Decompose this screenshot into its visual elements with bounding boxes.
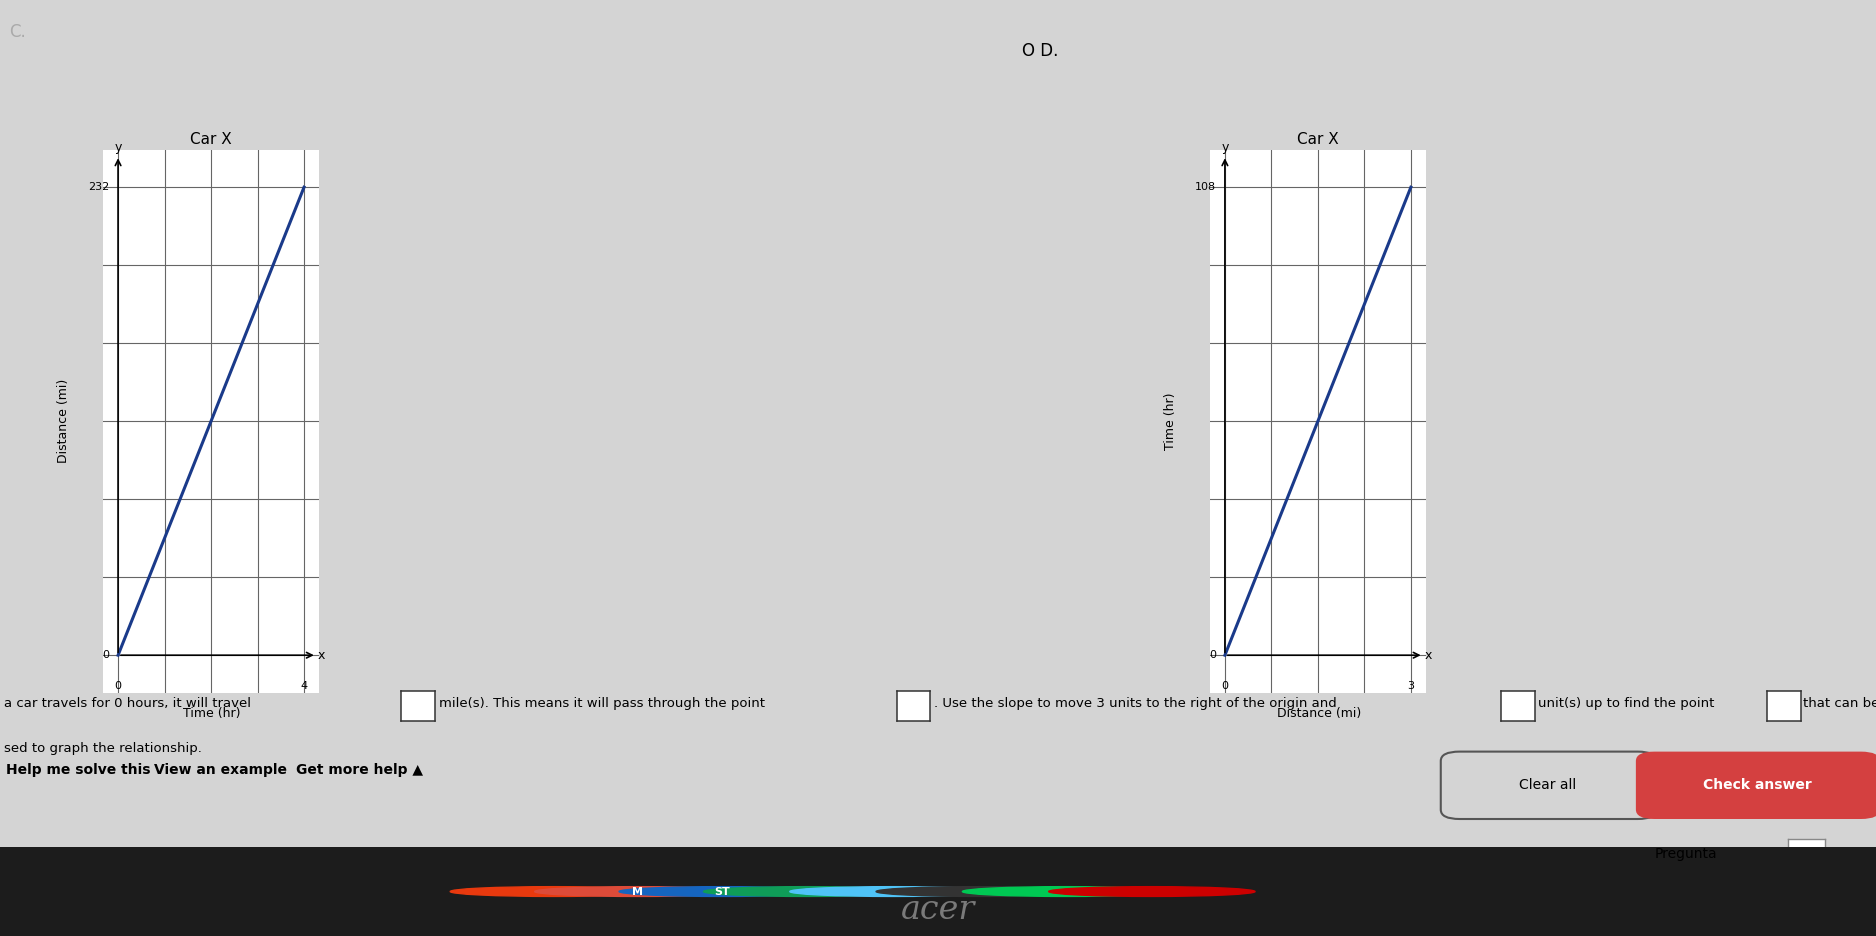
Circle shape [876,886,1082,897]
Text: 3: 3 [1407,681,1415,692]
Text: Time (hr): Time (hr) [184,707,240,720]
Text: that can be: that can be [1803,697,1876,710]
Text: acer: acer [900,894,976,926]
Text: Get more help ▲: Get more help ▲ [296,763,424,777]
Text: x: x [1424,649,1431,662]
Circle shape [790,886,996,897]
Title: Car X: Car X [1296,132,1339,147]
Text: unit(s) up to find the point: unit(s) up to find the point [1538,697,1715,710]
Circle shape [535,886,741,897]
Text: 0: 0 [114,681,122,692]
Text: 4: 4 [300,681,308,692]
Circle shape [704,886,910,897]
Title: Car X: Car X [189,132,233,147]
Text: a car travels for 0 hours, it will travel: a car travels for 0 hours, it will trave… [4,697,251,710]
Circle shape [962,886,1169,897]
Text: M: M [632,886,643,897]
Text: 0: 0 [1221,681,1229,692]
Text: View an example: View an example [154,763,287,777]
Text: 232: 232 [88,183,109,192]
Text: Distance (mi): Distance (mi) [58,379,69,463]
Text: 0: 0 [101,651,109,660]
Text: sed to graph the relationship.: sed to graph the relationship. [4,742,201,755]
Text: 5: 5 [1803,849,1810,862]
Text: Clear all: Clear all [1520,779,1576,792]
Text: Help me solve this: Help me solve this [6,763,150,777]
Text: O D.: O D. [1022,42,1058,60]
Text: ST: ST [715,886,730,897]
Text: C.: C. [9,23,26,41]
Text: y: y [1221,140,1229,154]
Circle shape [450,886,657,897]
Text: Distance (mi): Distance (mi) [1278,707,1360,720]
Text: Check answer: Check answer [1703,779,1812,792]
Text: . Use the slope to move 3 units to the right of the origin and: . Use the slope to move 3 units to the r… [934,697,1338,710]
Text: y: y [114,140,122,154]
Circle shape [619,886,825,897]
Circle shape [1049,886,1255,897]
Text: Pregunta: Pregunta [1655,847,1717,861]
Text: Time (hr): Time (hr) [1165,392,1176,450]
Text: 108: 108 [1195,183,1216,192]
Text: mile(s). This means it will pass through the point: mile(s). This means it will pass through… [439,697,765,710]
Text: 0: 0 [1208,651,1216,660]
Text: x: x [317,649,325,662]
